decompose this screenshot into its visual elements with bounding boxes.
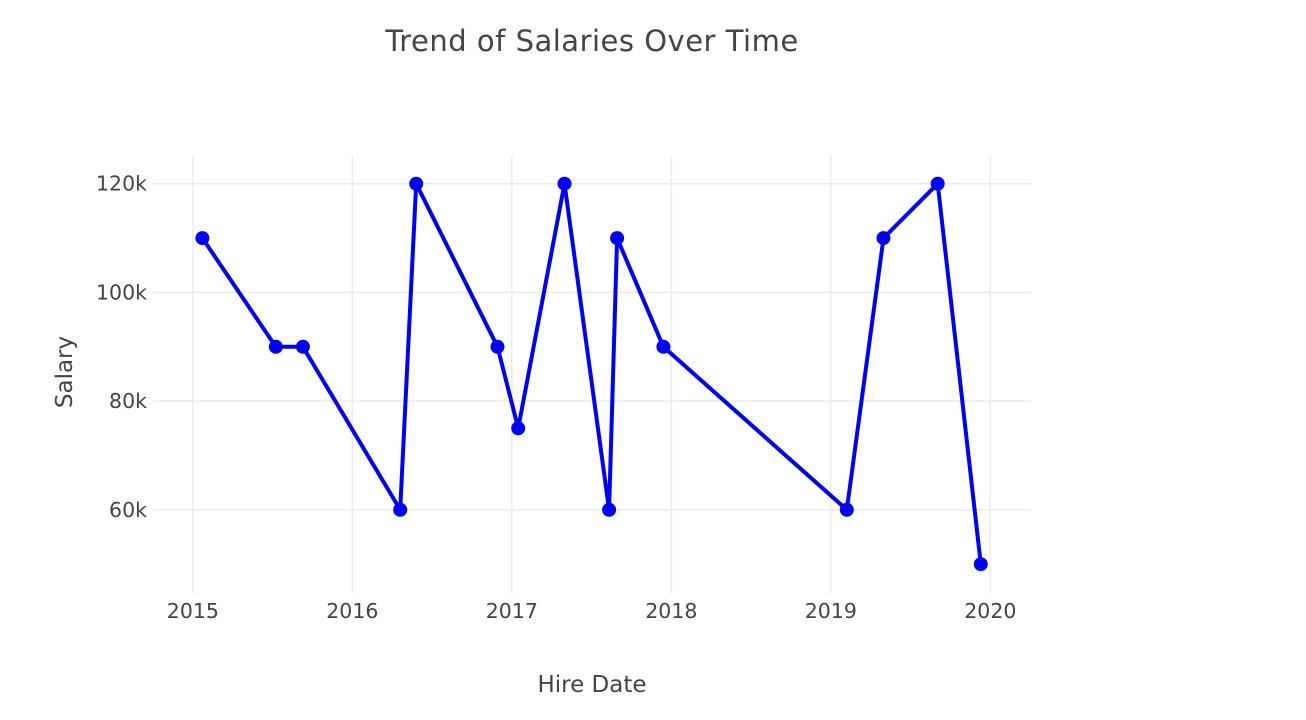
data-point-marker [930, 176, 945, 191]
x-axis-title: Hire Date [537, 672, 647, 698]
y-tick-label: 60k [109, 498, 147, 522]
data-point-marker [511, 421, 526, 436]
data-point-marker [876, 231, 891, 246]
x-tick-label: 2019 [805, 599, 857, 623]
x-tick-label: 2017 [486, 599, 538, 623]
data-point-marker [268, 339, 283, 354]
salary-trend-line [200, 181, 983, 567]
y-tick-label: 80k [109, 389, 147, 413]
x-tick-label: 2015 [167, 599, 219, 623]
chart-title: Trend of Salaries Over Time [385, 24, 799, 58]
data-point-marker [602, 502, 617, 517]
x-tick-label: 2018 [645, 599, 697, 623]
data-point-marker [295, 339, 310, 354]
y-tick-label: 100k [96, 280, 147, 304]
data-point-marker [557, 176, 572, 191]
data-point-marker [610, 231, 625, 246]
data-point-marker [393, 502, 408, 517]
data-point-marker [409, 176, 424, 191]
data-point-marker [656, 339, 671, 354]
x-tick-label: 2016 [326, 599, 378, 623]
data-point-marker [195, 231, 210, 246]
data-point-marker [973, 557, 988, 572]
y-tick-label: 120k [96, 172, 147, 196]
data-point-marker [839, 502, 854, 517]
y-axis-title: Salary [52, 335, 78, 409]
data-point-marker [490, 339, 505, 354]
x-tick-label: 2020 [964, 599, 1016, 623]
